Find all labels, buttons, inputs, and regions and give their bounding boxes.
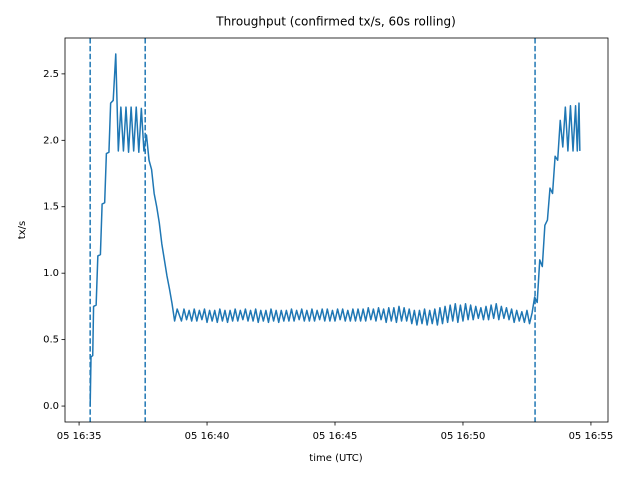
y-tick-label: 0.5 — [43, 335, 59, 346]
y-tick-label: 1.5 — [43, 202, 59, 213]
y-tick-label: 0.0 — [43, 401, 59, 412]
plot-frame — [64, 37, 609, 423]
chart-title: Throughput (confirmed tx/s, 60s rolling) — [215, 15, 456, 29]
x-axis-label: time (UTC) — [309, 453, 362, 464]
x-tick-label: 05 16:45 — [313, 431, 358, 442]
x-tick-label: 05 16:55 — [569, 431, 614, 442]
y-tick-label: 2.0 — [43, 135, 59, 146]
y-tick-label: 1.0 — [43, 268, 59, 279]
x-tick-label: 05 16:50 — [441, 431, 486, 442]
y-tick-label: 2.5 — [43, 69, 59, 80]
data-line — [89, 53, 581, 407]
x-tick-label: 05 16:35 — [57, 431, 102, 442]
y-axis-label: tx/s — [17, 221, 28, 239]
x-tick-label: 05 16:40 — [185, 431, 230, 442]
